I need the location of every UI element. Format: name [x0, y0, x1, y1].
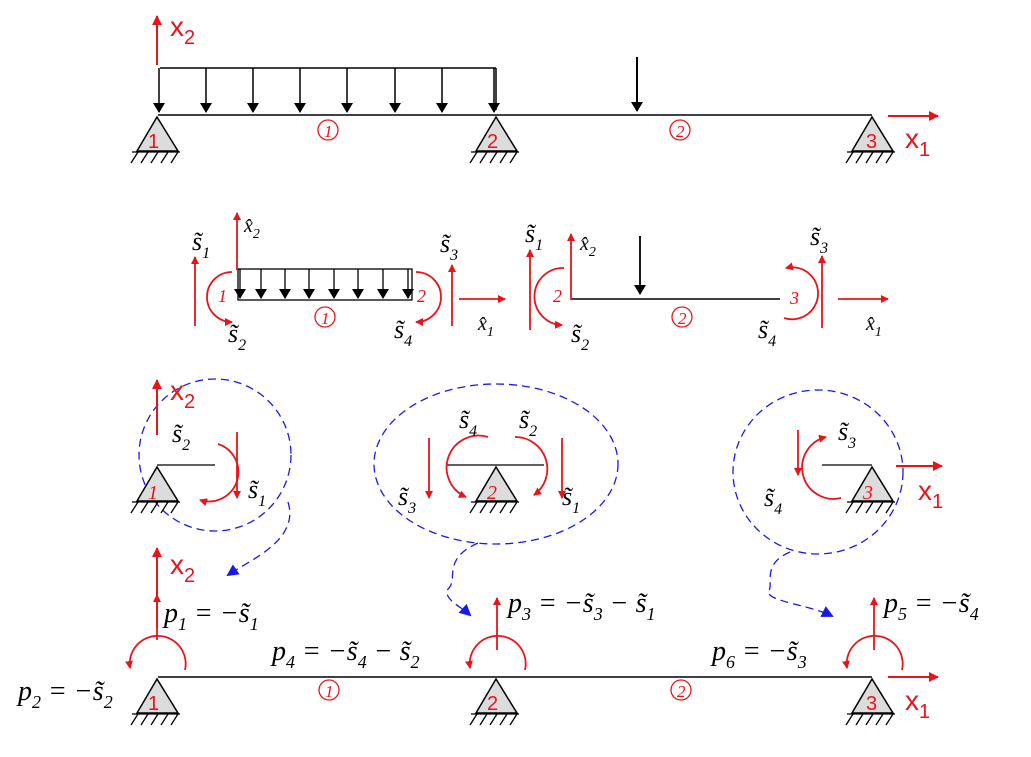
force-s3-label: s̃3: [810, 222, 828, 257]
node-force-label: s̃3: [838, 417, 856, 452]
node-force-label: s̃2: [172, 419, 190, 454]
svg-text:2: 2: [487, 693, 498, 715]
local-x1-label: x̂1: [865, 313, 882, 340]
moment-s4-arc: [415, 271, 442, 326]
svg-text:1: 1: [148, 482, 158, 504]
local-x2-label: x̂2: [579, 233, 596, 260]
svg-text:1: 1: [325, 682, 334, 701]
x1-axis-label: x1: [918, 475, 943, 513]
svg-text:2: 2: [677, 682, 686, 701]
moment-s2-arc: [533, 267, 565, 329]
svg-text:1: 1: [324, 122, 333, 141]
panel-node-2-equilibrium: 2 s̃4 s̃2 s̃3 s̃1: [373, 383, 619, 617]
node-3-label: 3: [866, 131, 877, 153]
equation-p3: p3 = −s̃3 − s̃1: [506, 588, 656, 624]
node-force-label: s̃4: [459, 405, 477, 440]
node-force-label: s̃1: [248, 475, 266, 510]
panel-global-structure: x2 x1 1 2 3 1 2: [130, 11, 939, 164]
node-force-label: s̃3: [398, 482, 416, 517]
end-3-label: 3: [789, 288, 799, 308]
x1-axis-label: x1: [905, 123, 930, 161]
x2-axis-label: x2: [170, 549, 195, 587]
node-1-label: 1: [148, 131, 159, 153]
element-1-label: 1: [317, 119, 339, 141]
node-force-label: s̃2: [519, 405, 537, 440]
svg-text:2: 2: [678, 309, 687, 328]
force-s2-label: s̃2: [228, 319, 246, 354]
panel-nodal-loads: x2 x1 1 2 3 1 2 p1 = −s̃1 p2 = −s̃2 p3 =…: [16, 547, 979, 726]
x2-axis-label: x2: [170, 11, 195, 49]
force-s4-label: s̃4: [758, 315, 776, 350]
moment-arc: [199, 443, 240, 506]
panel-node-3-equilibrium: x1 3 s̃3 s̃4: [732, 389, 943, 617]
force-s2-label: s̃2: [571, 319, 589, 354]
node-force-label: s̃4: [764, 483, 782, 518]
force-s4-label: s̃4: [394, 315, 412, 350]
moment-s4-arc: [783, 262, 819, 321]
support-node-1: 1: [130, 115, 180, 164]
element-2-label: 2: [669, 119, 691, 141]
guide-arrow-node-2: [446, 542, 479, 617]
moment-s2-arc: [206, 271, 233, 326]
equation-p4: p4 = −s̃4 − s̃2: [270, 636, 420, 672]
support-node-3: 3: [845, 115, 895, 164]
end-1-label: 1: [218, 286, 227, 306]
equation-p2: p2 = −s̃2: [16, 676, 113, 712]
svg-text:2: 2: [676, 122, 685, 141]
element-1-tag: 1: [318, 679, 340, 701]
force-s1-label: s̃1: [192, 227, 210, 262]
local-x1-label: x̂1: [477, 313, 494, 340]
x1-axis-label: x1: [905, 685, 930, 723]
equation-p6: p6 = −s̃3: [710, 636, 807, 672]
panel-node-1-equilibrium: x2 1 s̃2 s̃1: [130, 375, 292, 577]
end-2-label: 2: [417, 286, 426, 306]
guide-arrow-node-1: [226, 501, 291, 577]
element-1-tag: 1: [314, 306, 336, 328]
node-force-label: s̃1: [562, 482, 580, 517]
x2-axis-label: x2: [170, 375, 195, 413]
local-x2-label: x̂2: [243, 215, 260, 242]
distributed-load: [153, 67, 500, 113]
svg-text:3: 3: [866, 693, 877, 715]
force-s3-label: s̃3: [440, 229, 458, 264]
panel-element-1: x̂2 x̂1 s̃1 1 s̃2 s̃3 2 s̃4 1: [191, 212, 506, 354]
svg-text:2: 2: [487, 482, 497, 504]
node-2-label: 2: [487, 131, 498, 153]
support-node-2: 2: [469, 115, 519, 164]
end-2-label: 2: [553, 286, 562, 306]
element-2-tag: 2: [670, 679, 692, 701]
equation-p5: p5 = −s̃4: [882, 588, 979, 624]
force-s1-label: s̃1: [525, 219, 543, 254]
svg-text:3: 3: [862, 482, 873, 504]
element-2-tag: 2: [671, 306, 693, 328]
svg-text:1: 1: [321, 309, 330, 328]
guide-arrow-node-3: [767, 551, 834, 617]
equation-p1: p1 = −s̃1: [162, 598, 259, 634]
svg-text:1: 1: [148, 693, 159, 715]
panel-element-2: x̂2 x̂1 s̃1 2 s̃2 s̃3 3 s̃4 2: [525, 219, 889, 354]
